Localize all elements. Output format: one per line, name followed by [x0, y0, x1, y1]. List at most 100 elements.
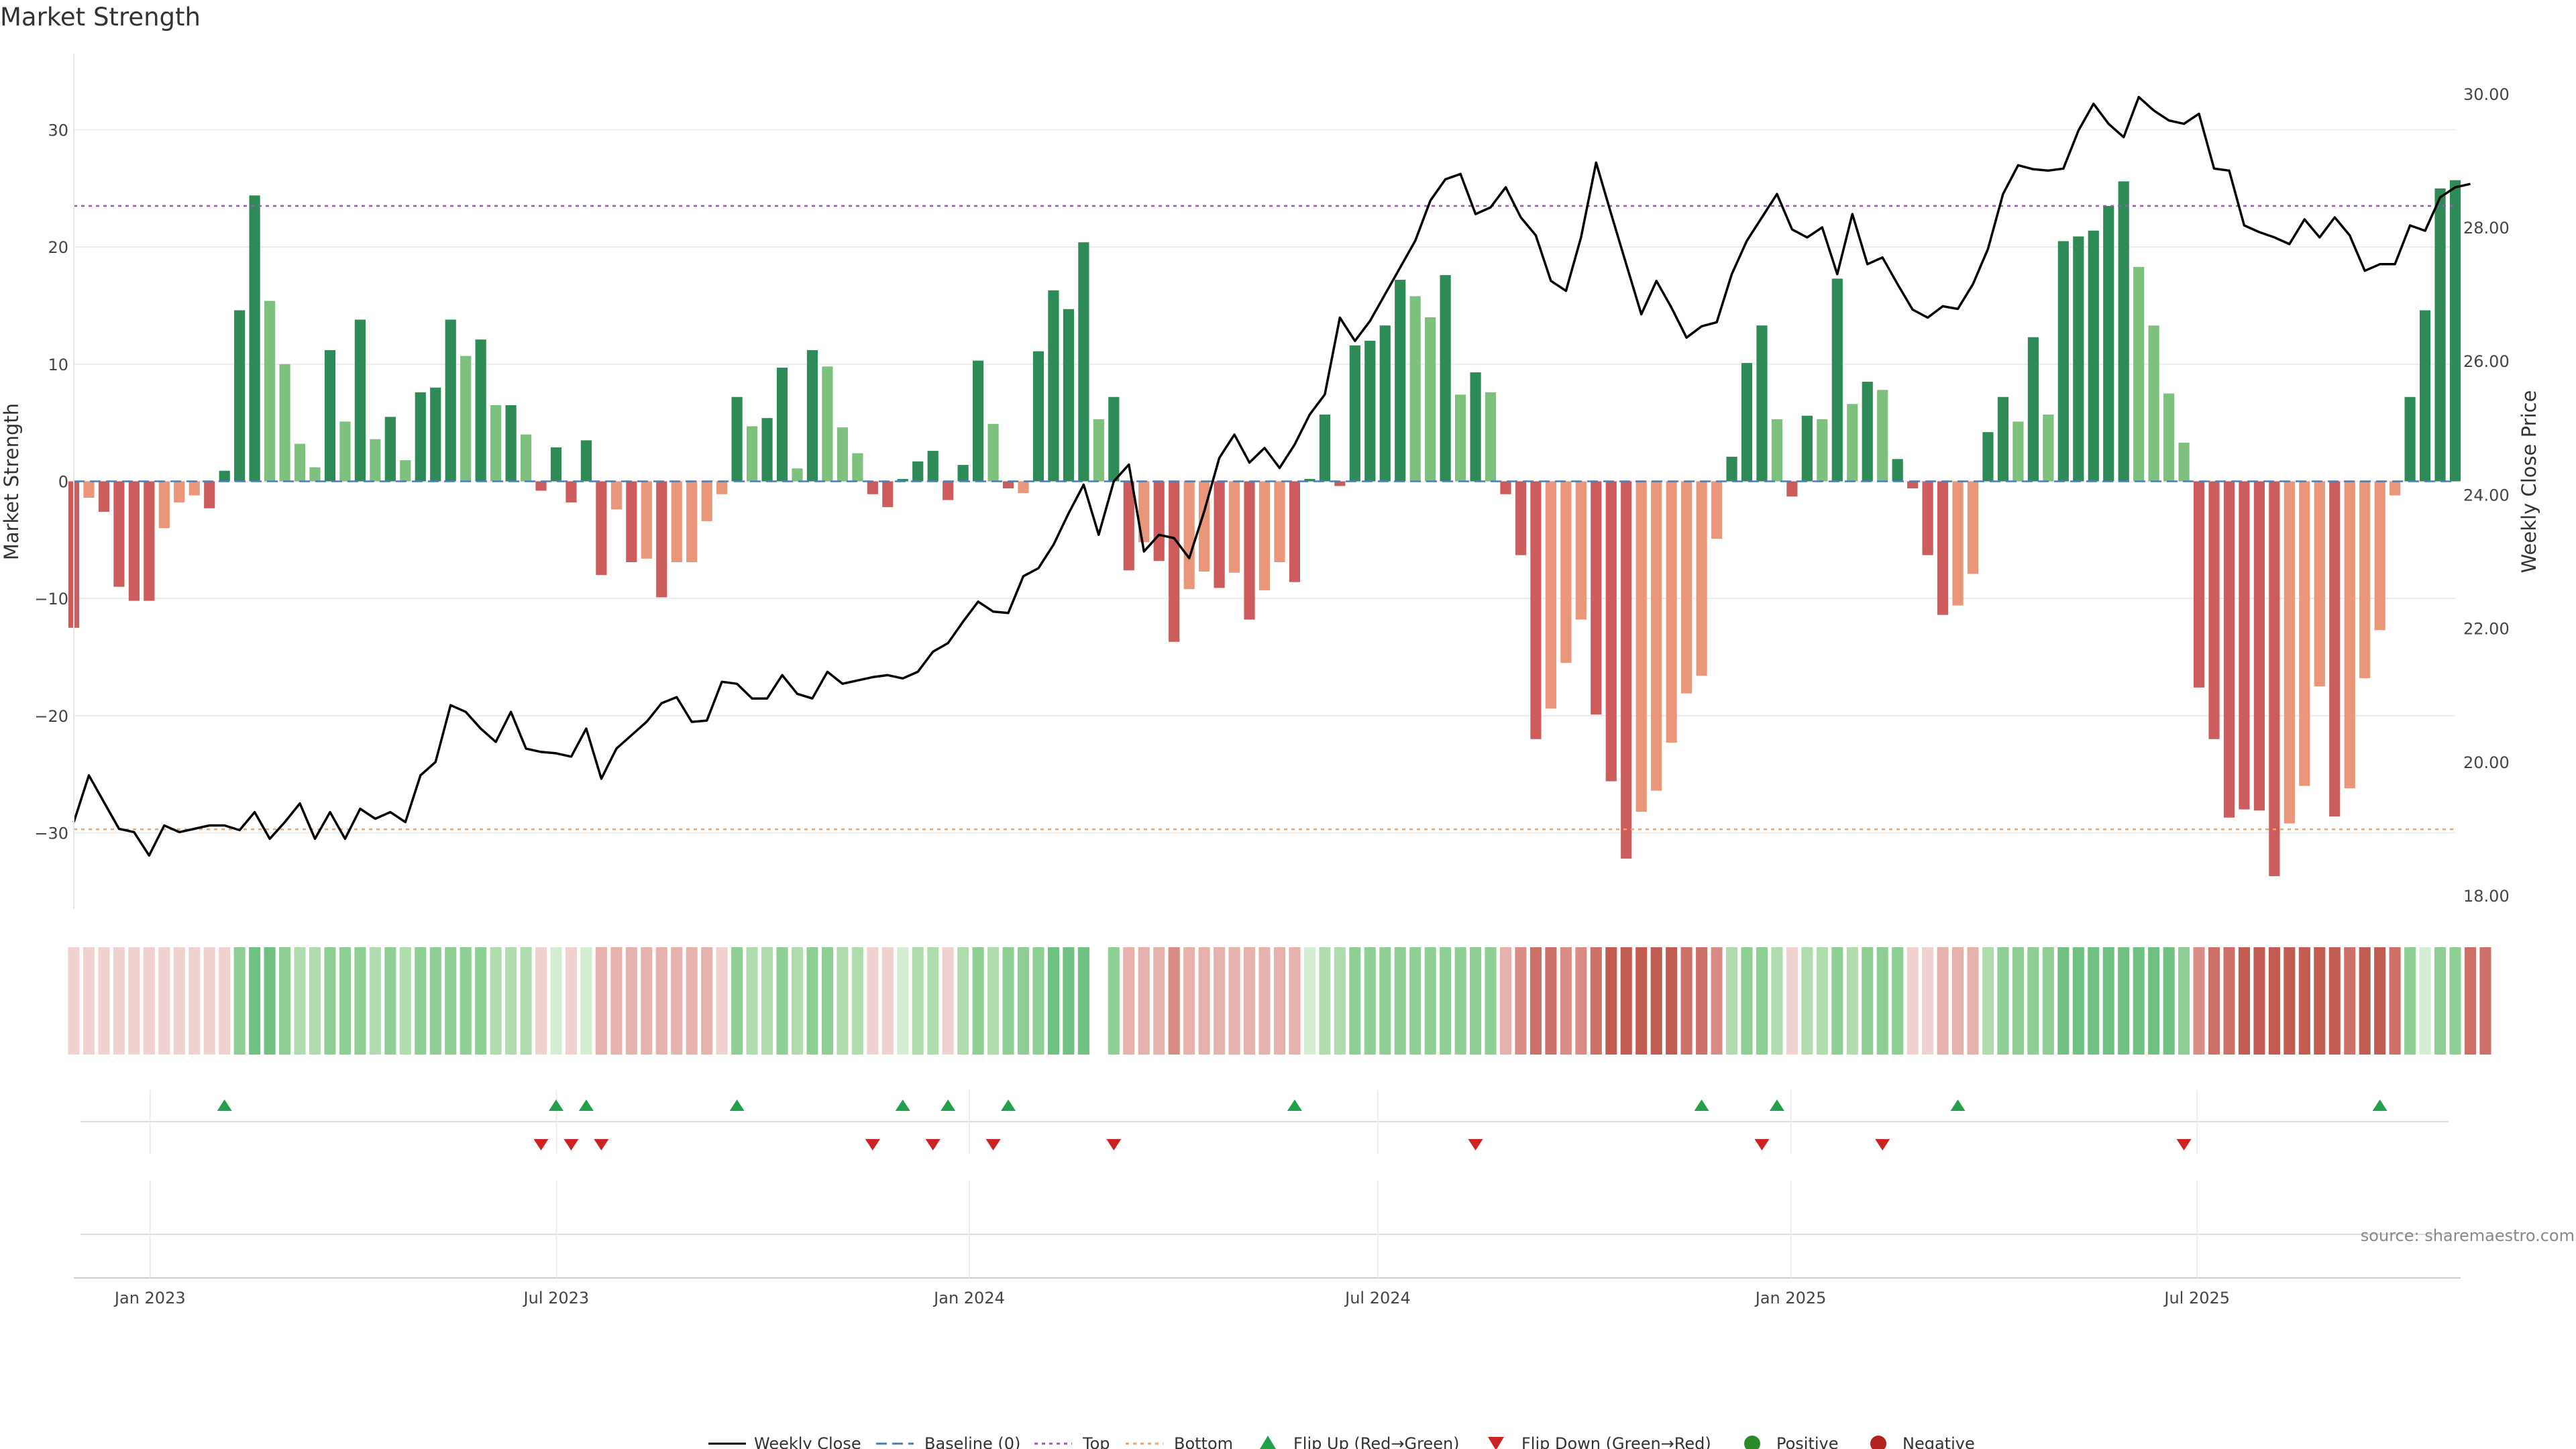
heat-cell	[837, 947, 849, 1055]
heat-cell	[1198, 947, 1210, 1055]
flip-up-marker	[217, 1099, 232, 1111]
flip-up-marker	[1001, 1099, 1016, 1111]
x-tick-label: Jul 2024	[1344, 1289, 1411, 1307]
heat-cell	[851, 947, 863, 1055]
strength-bar	[1500, 481, 1511, 494]
y2-tick-label: 26.00	[2463, 352, 2510, 371]
strength-bar	[1545, 481, 1556, 709]
heat-cell	[2434, 947, 2447, 1055]
strength-bar	[2193, 481, 2205, 688]
heat-cell	[1273, 947, 1286, 1055]
heat-cell	[1560, 947, 1572, 1055]
weekly-close-line	[72, 95, 2471, 857]
strength-bar	[1002, 481, 1014, 488]
heat-cell	[1862, 947, 1874, 1055]
heat-cell	[1545, 947, 1557, 1055]
heat-cell	[219, 947, 231, 1055]
heat-cell	[1892, 947, 1904, 1055]
strength-bar	[354, 319, 366, 482]
heat-cell	[641, 947, 653, 1055]
strength-bar	[1952, 481, 1964, 606]
strength-bar	[1153, 481, 1165, 561]
strength-bar	[1048, 290, 1059, 482]
strength-bar	[973, 360, 984, 482]
heat-cell	[128, 947, 140, 1055]
heat-cell	[98, 947, 110, 1055]
strength-bar	[2103, 206, 2114, 482]
strength-bar	[2404, 396, 2416, 482]
legend-close-label: Weekly Close	[754, 1434, 861, 1449]
x-axis: Jan 2023 Jul 2023 Jan 2024 Jul 2024 Jan 2025…	[74, 1181, 2461, 1307]
strength-bar	[415, 392, 426, 482]
strength-bar	[1982, 432, 1994, 482]
strength-bar	[1169, 481, 1180, 642]
flip-up-marker	[729, 1099, 745, 1111]
heat-cell	[2253, 947, 2265, 1055]
y2-tick-label: 18.00	[2463, 887, 2510, 906]
strength-bar	[2253, 481, 2265, 811]
heat-cell	[1696, 947, 1708, 1055]
strength-bar	[98, 481, 110, 512]
strength-bar	[610, 481, 622, 510]
heat-cell	[1153, 947, 1165, 1055]
heat-cell	[565, 947, 577, 1055]
heat-cell	[113, 947, 125, 1055]
strength-bar	[339, 421, 351, 482]
strength-bar	[1258, 481, 1271, 590]
heat-cell	[957, 947, 969, 1055]
heat-cell	[2057, 947, 2070, 1055]
strength-bars	[68, 180, 2461, 877]
strength-bar	[1515, 481, 1527, 555]
heat-cell	[927, 947, 939, 1055]
strength-bar	[1334, 481, 1346, 486]
heat-cell	[2088, 947, 2100, 1055]
heat-cell	[1876, 947, 1888, 1055]
heat-cell	[369, 947, 381, 1055]
strength-bar	[550, 447, 562, 482]
strength-bar	[2163, 393, 2175, 482]
strength-bar	[430, 387, 441, 482]
strength-bar	[596, 481, 607, 576]
strength-bar	[1349, 345, 1360, 482]
strength-bar	[852, 453, 863, 482]
heat-cell	[1319, 947, 1331, 1055]
heat-cell	[1364, 947, 1376, 1055]
strength-bar	[2344, 481, 2355, 789]
strength-bar	[2434, 188, 2446, 482]
heat-cell	[2163, 947, 2175, 1055]
heat-cell	[1605, 947, 1617, 1055]
heat-cell	[821, 947, 833, 1055]
strength-bar	[716, 481, 728, 494]
strength-bar	[2223, 481, 2235, 818]
strength-bar	[746, 426, 758, 482]
strength-bar	[370, 439, 381, 482]
heat-cell	[1289, 947, 1301, 1055]
strength-bar	[806, 350, 818, 482]
heat-cell	[1922, 947, 1934, 1055]
flip-up-marker	[1694, 1099, 1709, 1111]
legend: Weekly Close Baseline (0) Top Bottom Fli…	[708, 1434, 1975, 1449]
heat-cell	[2208, 947, 2220, 1055]
strength-bar	[505, 405, 517, 482]
heat-cell	[2344, 947, 2356, 1055]
strength-bar	[490, 405, 502, 482]
heat-cell	[1470, 947, 1482, 1055]
strength-bar	[2269, 481, 2280, 877]
heat-cell	[1515, 947, 1527, 1055]
y-tick-label: 30	[48, 121, 68, 140]
heat-cell	[2178, 947, 2190, 1055]
heat-cell	[1258, 947, 1271, 1055]
strength-bar	[1560, 481, 1572, 663]
strength-bar	[1485, 392, 1497, 482]
strength-bar	[1862, 382, 1873, 482]
heat-cell	[279, 947, 291, 1055]
heat-cell	[2298, 947, 2310, 1055]
legend-top-label: Top	[1082, 1434, 1110, 1449]
strength-bar	[2012, 421, 2024, 482]
strength-bar	[822, 366, 833, 482]
strength-bar	[2027, 337, 2039, 482]
strength-bar	[1379, 325, 1391, 482]
strength-bar	[309, 467, 321, 482]
main-panel: −30 −20 −10 0 10 20 30 18.00 20.00 22.00 24.00 26.…	[34, 54, 2510, 909]
heat-cell	[1590, 947, 1602, 1055]
